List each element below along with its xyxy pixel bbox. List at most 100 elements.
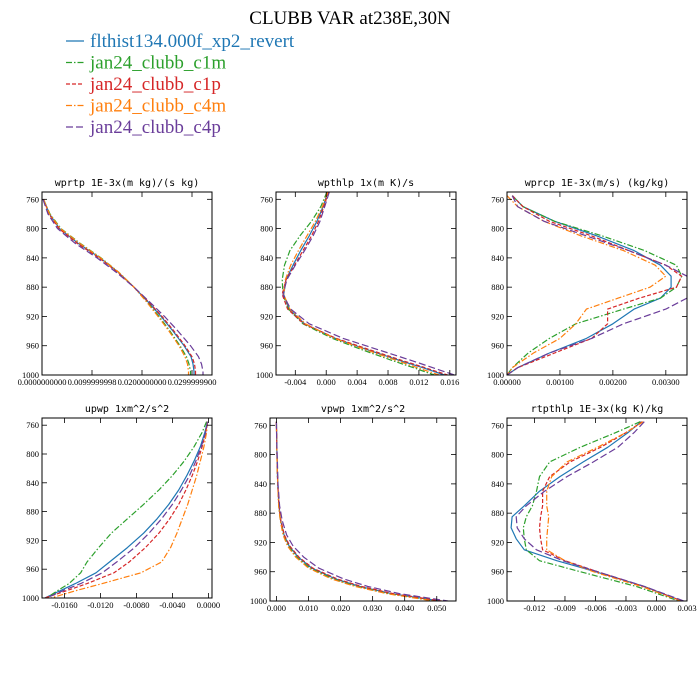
series-line	[275, 421, 442, 601]
y-tick-label: 1000	[256, 370, 273, 380]
x-tick-label: 0.0000000000	[18, 377, 67, 387]
x-tick-label: 0.030	[363, 603, 382, 613]
panel-frame	[506, 191, 688, 376]
panel-title: wprtp 1E-3x(m kg)/(s kg)	[55, 178, 200, 189]
y-tick-label: 880	[26, 507, 39, 517]
y-tick-label: 880	[26, 282, 39, 292]
series-line	[283, 192, 440, 375]
y-tick-label: 960	[26, 341, 39, 351]
y-tick-label: 800	[260, 224, 273, 234]
y-tick-label: 920	[260, 311, 273, 321]
y-tick-label: 960	[491, 567, 504, 577]
x-tick-label: 0.0200000000	[118, 377, 167, 387]
series-line	[44, 421, 209, 598]
legend-entry: jan24_clubb_c1p	[66, 74, 221, 95]
x-tick-label: 0.008	[378, 377, 397, 387]
y-tick-label: 1000	[22, 370, 39, 380]
x-tick-label: -0.0040	[159, 600, 185, 610]
series-line	[546, 421, 682, 601]
panel: upwp 1xm^2/s^2 760 800 840 880 920 960 1000 -0.0…	[22, 404, 220, 610]
panel: wprcp 1E-3x(m/s) (kg/kg) 760 800 840 880 920 9…	[487, 178, 688, 387]
y-tick-label: 760	[254, 420, 267, 430]
series-line	[538, 421, 683, 601]
y-tick-label: 1000	[22, 593, 39, 603]
series-line	[42, 199, 204, 375]
series-line	[510, 421, 683, 601]
y-tick-label: 880	[260, 282, 273, 292]
y-tick-label: 800	[26, 449, 39, 459]
legend-label: jan24_clubb_c4m	[89, 96, 226, 117]
y-tick-label: 800	[491, 224, 504, 234]
x-tick-label: 0.0099999998	[68, 377, 117, 387]
x-tick-label: -0.0120	[87, 600, 113, 610]
legend-label: flthist134.000f_xp2_revert	[90, 31, 295, 52]
x-tick-label: 0.00100	[546, 377, 574, 387]
y-tick-label: 1000	[487, 596, 504, 606]
x-tick-label: 0.020	[331, 603, 350, 613]
series-line	[522, 421, 680, 601]
series-line	[507, 195, 683, 375]
y-tick-label: 880	[254, 508, 267, 518]
series-line	[275, 421, 434, 601]
y-tick-label: 840	[260, 253, 273, 263]
panel-title: wprcp 1E-3x(m/s) (kg/kg)	[525, 178, 670, 189]
x-tick-label: 0.040	[395, 603, 414, 613]
panel-frame	[41, 191, 213, 376]
y-tick-label: 840	[491, 479, 504, 489]
series-line	[515, 421, 685, 601]
legend: flthist134.000f_xp2_revert jan24_clubb_c1…	[66, 31, 295, 138]
panel-title: rtpthlp 1E-3x(kg K)/kg	[531, 404, 663, 415]
y-tick-label: 920	[491, 311, 504, 321]
y-tick-label: 800	[26, 224, 39, 234]
y-tick-label: 800	[491, 450, 504, 460]
y-tick-label: 880	[491, 282, 504, 292]
series-line	[42, 199, 190, 375]
x-tick-label: 0.016	[440, 377, 459, 387]
series-line	[44, 421, 209, 598]
series-line	[50, 421, 209, 598]
panel-frame	[41, 417, 213, 599]
x-tick-label: -0.0080	[123, 600, 149, 610]
series-line	[46, 421, 209, 598]
y-tick-label: 800	[254, 450, 267, 460]
series-line	[507, 195, 667, 375]
y-tick-label: 960	[260, 341, 273, 351]
legend-entry: flthist134.000f_xp2_revert	[66, 31, 295, 52]
panel-frame	[269, 417, 457, 602]
y-tick-label: 760	[26, 194, 39, 204]
panel-title: vpwp 1xm^2/s^2	[321, 404, 405, 415]
y-tick-label: 920	[491, 537, 504, 547]
y-tick-label: 920	[26, 311, 39, 321]
x-tick-label: 0.010	[299, 603, 318, 613]
series-line	[275, 421, 441, 601]
y-tick-label: 960	[26, 564, 39, 574]
legend-label: jan24_clubb_c1p	[89, 74, 221, 95]
panels: wprtp 1E-3x(m kg)/(s kg) 760 800 840 880 920 9…	[18, 178, 697, 613]
y-tick-label: 760	[260, 194, 273, 204]
series-line	[275, 421, 449, 601]
x-tick-label: -0.004	[284, 377, 307, 387]
series-line	[42, 199, 195, 375]
y-tick-label: 840	[26, 253, 39, 263]
y-tick-label: 960	[491, 341, 504, 351]
series-line	[281, 192, 448, 375]
series-line	[283, 192, 445, 375]
series-line	[507, 195, 683, 375]
figure-title: CLUBB VAR at238E,30N	[249, 8, 451, 29]
x-tick-label: 0.003	[677, 603, 696, 613]
y-tick-label: 760	[26, 420, 39, 430]
series-line	[507, 195, 687, 375]
panel: rtpthlp 1E-3x(kg K)/kg 760 800 840 880 920 960…	[487, 404, 697, 613]
x-tick-label: 0.050	[427, 603, 446, 613]
y-tick-label: 840	[254, 479, 267, 489]
x-tick-label: 0.00200	[599, 377, 627, 387]
x-tick-label: -0.003	[615, 603, 637, 613]
x-tick-label: 0.00000	[493, 377, 521, 387]
y-tick-label: 920	[26, 535, 39, 545]
legend-entry: jan24_clubb_c4p	[66, 117, 221, 138]
legend-label: jan24_clubb_c4p	[89, 117, 221, 138]
x-tick-label: 0.000	[267, 603, 286, 613]
panel: wpthlp 1x(m K)/s 760 800 840 880 920 960 1000 -0…	[256, 178, 459, 387]
series-line	[282, 192, 455, 375]
